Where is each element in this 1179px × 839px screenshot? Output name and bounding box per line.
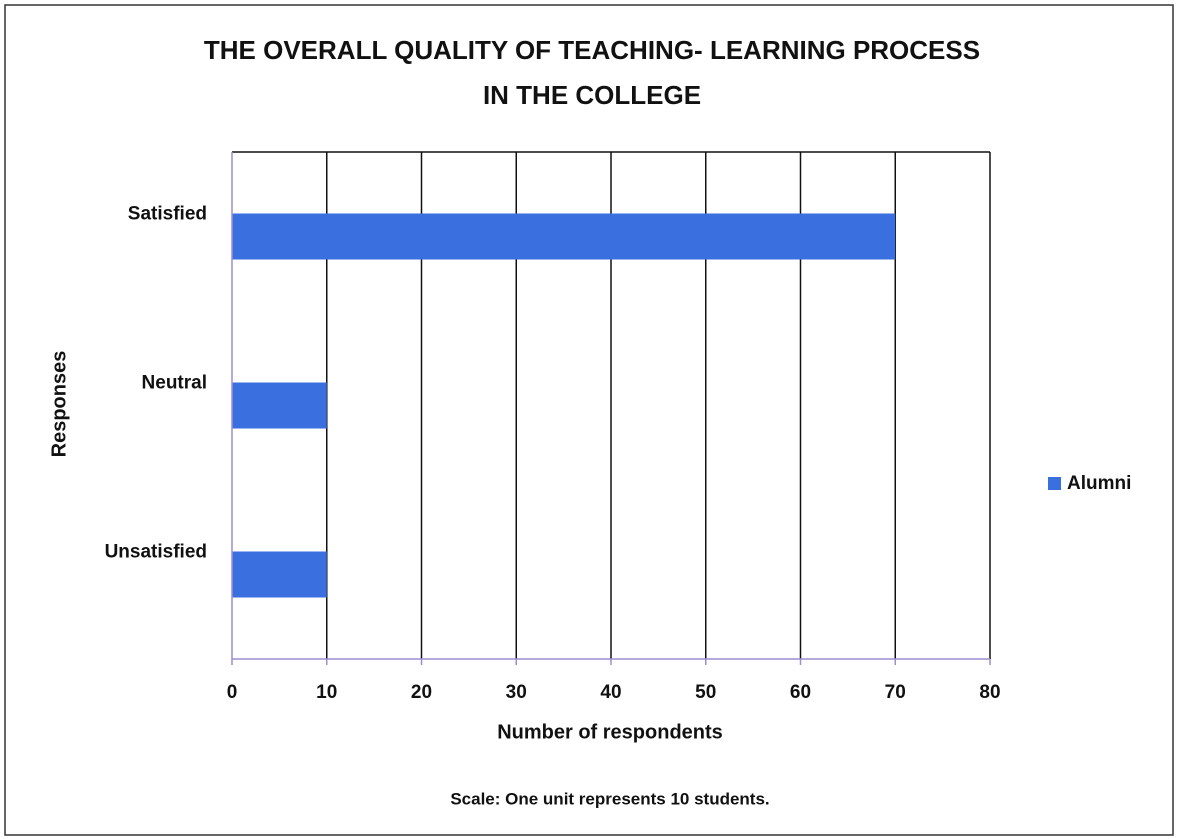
x-tick-label: 60	[790, 682, 811, 703]
y-axis-label: Responses	[48, 351, 70, 458]
chart-title: IN THE COLLEGE	[483, 80, 701, 110]
legend-label: Alumni	[1067, 473, 1131, 494]
x-tick-label: 40	[600, 682, 621, 703]
y-tick-label: Unsatisfied	[105, 542, 207, 563]
x-axis-label: Number of respondents	[497, 721, 723, 743]
x-tick-label: 30	[506, 682, 527, 703]
x-tick-label: 70	[885, 682, 906, 703]
x-tick-label: 20	[411, 682, 432, 703]
chart-title: THE OVERALL QUALITY OF TEACHING- LEARNIN…	[204, 35, 980, 65]
y-tick-label: Satisfied	[128, 204, 207, 225]
legend-swatch	[1048, 477, 1061, 490]
y-tick-label: Neutral	[142, 373, 207, 394]
note: Scale: One unit represents 10 students.	[450, 789, 769, 808]
x-tick-label: 50	[695, 682, 716, 703]
bar	[232, 213, 896, 260]
bar	[232, 382, 327, 429]
x-tick-label: 80	[979, 682, 1000, 703]
bar	[232, 551, 327, 598]
x-tick-label: 0	[227, 682, 238, 703]
chart-frame	[4, 4, 1174, 836]
x-tick-label: 10	[316, 682, 337, 703]
